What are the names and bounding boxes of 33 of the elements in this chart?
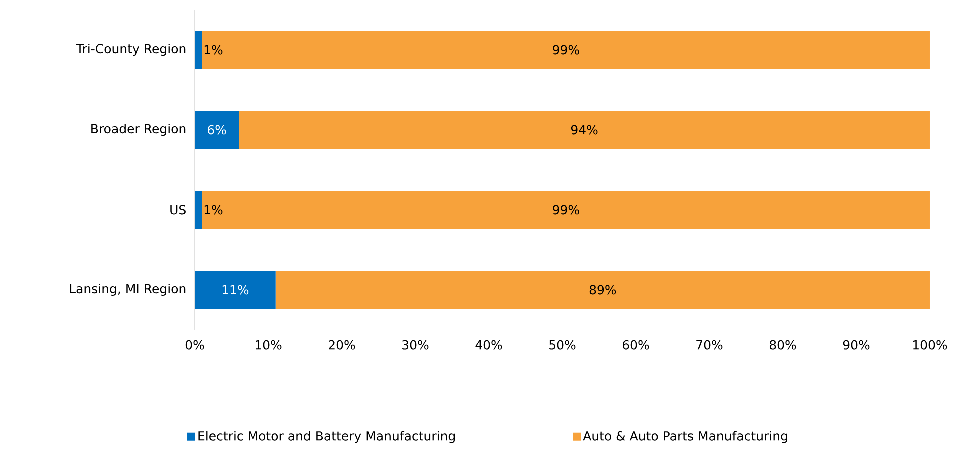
x-tick-label: 40% xyxy=(476,340,502,350)
x-tick-label: 90% xyxy=(843,340,870,350)
x-tick-label: 30% xyxy=(402,340,429,350)
y-tick-label: Tri-County Region xyxy=(76,44,186,56)
data-label: 6% xyxy=(208,125,226,135)
data-label: 89% xyxy=(590,285,616,295)
data-label: 11% xyxy=(222,285,249,295)
data-label: 1% xyxy=(204,45,223,55)
x-tick-label: 10% xyxy=(256,340,282,350)
bar xyxy=(195,270,276,309)
x-tick-label: 80% xyxy=(770,340,796,350)
x-tick-label: 20% xyxy=(329,340,356,350)
bar xyxy=(239,111,930,149)
bar xyxy=(276,270,930,309)
x-tick-label: 70% xyxy=(696,340,723,350)
legend-label: Auto & Auto Parts Manufacturing xyxy=(583,431,788,444)
data-label: 99% xyxy=(553,45,580,55)
y-tick-label: US xyxy=(170,205,186,215)
legend-label: Electric Motor and Battery Manufacturing xyxy=(198,431,456,444)
data-label: 99% xyxy=(553,205,580,215)
bar xyxy=(202,191,930,229)
bar xyxy=(195,111,240,149)
x-tick-label: 50% xyxy=(550,340,576,350)
y-tick-label: Broader Region xyxy=(92,124,186,136)
y-tick-label: Lansing, MI Region xyxy=(70,284,186,296)
bar xyxy=(195,191,202,229)
x-tick-label: 0% xyxy=(186,340,204,350)
x-tick-label: 60% xyxy=(622,340,650,350)
bar xyxy=(195,31,202,69)
bar xyxy=(202,31,930,69)
x-tick-label: 100% xyxy=(914,340,948,350)
data-label: 1% xyxy=(204,205,223,215)
data-label: 94% xyxy=(571,125,598,135)
